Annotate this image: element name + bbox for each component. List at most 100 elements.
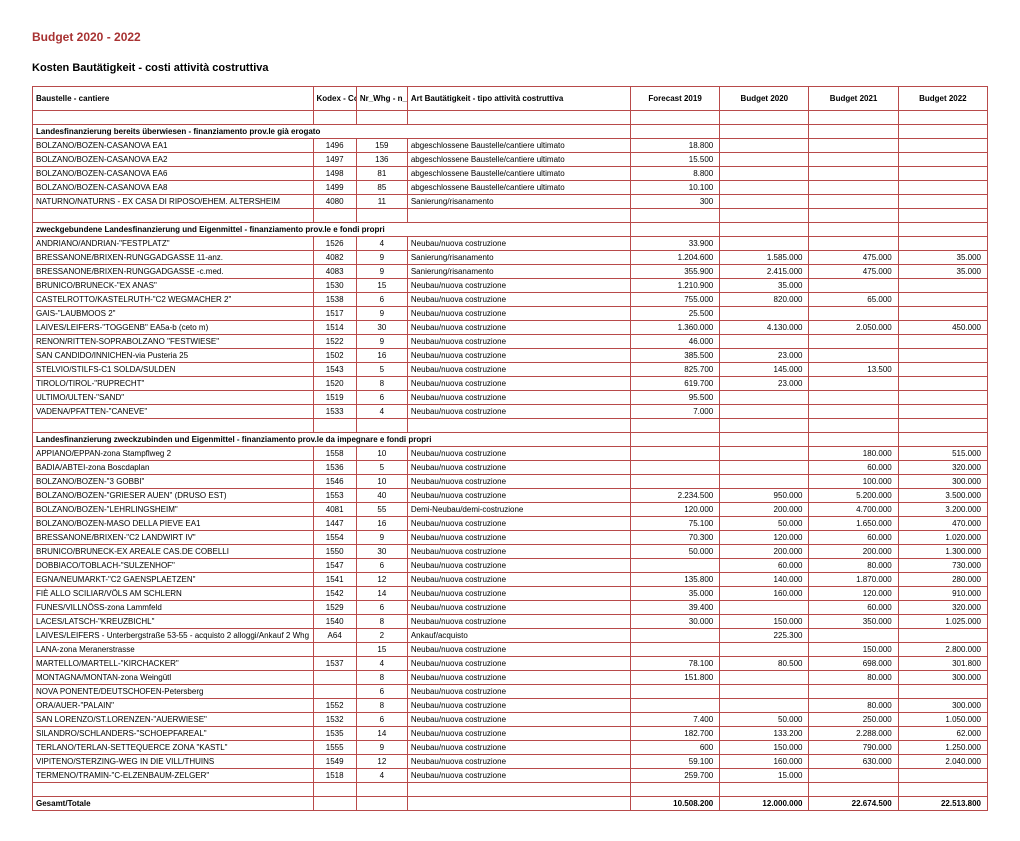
cell-art: Neubau/nuova costruzione [407, 671, 630, 685]
blank-row [33, 209, 988, 223]
cell-kodex: 1447 [313, 517, 356, 531]
cell-kodex: 1517 [313, 307, 356, 321]
cell-b2022: 62.000 [898, 727, 987, 741]
cell-kodex: 1502 [313, 349, 356, 363]
table-row: LACES/LATSCH-"KREUZBICHL"15408Neubau/nuo… [33, 615, 988, 629]
cell-b2022 [898, 293, 987, 307]
cell-b2022 [898, 181, 987, 195]
cell-b2022 [898, 349, 987, 363]
cell-b2022: 300.000 [898, 475, 987, 489]
cell-art: abgeschlossene Baustelle/cantiere ultima… [407, 167, 630, 181]
cell-b2021: 60.000 [809, 531, 898, 545]
cell-kodex: 1497 [313, 153, 356, 167]
table-row: BOLZANO/BOZEN-CASANOVA EA8149985abgeschl… [33, 181, 988, 195]
cell-kodex: 1529 [313, 601, 356, 615]
cell-forecast: 300 [630, 195, 719, 209]
table-row: ORA/AUER-"PALAIN"15528Neubau/nuova costr… [33, 699, 988, 713]
cell-site: MONTAGNA/MONTAN-zona Weingütl [33, 671, 314, 685]
cell-nrwhg: 8 [356, 699, 407, 713]
cell-kodex [313, 671, 356, 685]
cell-art: Neubau/nuova costruzione [407, 321, 630, 335]
cell-b2020 [720, 601, 809, 615]
cell-b2020 [720, 405, 809, 419]
cell-nrwhg: 10 [356, 447, 407, 461]
col-site: Baustelle - cantiere [33, 87, 314, 111]
table-row: ULTIMO/ULTEN-"SAND"15196Neubau/nuova cos… [33, 391, 988, 405]
cell-art: Neubau/nuova costruzione [407, 685, 630, 699]
cell-b2021: 790.000 [809, 741, 898, 755]
section-heading-row: zweckgebundene Landesfinanzierung und Ei… [33, 223, 988, 237]
cell-forecast: 7.000 [630, 405, 719, 419]
cell-art: Neubau/nuova costruzione [407, 713, 630, 727]
cell-forecast: 120.000 [630, 503, 719, 517]
table-row: BRESSANONE/BRIXEN-"C2 LANDWIRT IV"15549N… [33, 531, 988, 545]
cell-b2022: 450.000 [898, 321, 987, 335]
cell-nrwhg: 4 [356, 769, 407, 783]
cell-kodex: 1520 [313, 377, 356, 391]
cell-b2020: 23.000 [720, 349, 809, 363]
cell-b2020: 140.000 [720, 573, 809, 587]
cell-kodex: 1553 [313, 489, 356, 503]
cell-b2020: 820.000 [720, 293, 809, 307]
cell-art: Neubau/nuova costruzione [407, 349, 630, 363]
table-header-row: Baustelle - cantiere Kodex - Codice Nr_W… [33, 87, 988, 111]
cell-art: Neubau/nuova costruzione [407, 657, 630, 671]
cell-b2022: 470.000 [898, 517, 987, 531]
cell-kodex: 4082 [313, 251, 356, 265]
cell-art: Neubau/nuova costruzione [407, 279, 630, 293]
cell-b2022 [898, 195, 987, 209]
cell-nrwhg: 9 [356, 265, 407, 279]
cell-b2021: 150.000 [809, 643, 898, 657]
cell-forecast: 78.100 [630, 657, 719, 671]
cell-kodex: 4083 [313, 265, 356, 279]
cell-b2020: 80.500 [720, 657, 809, 671]
cell-b2020: 50.000 [720, 517, 809, 531]
cell-nrwhg: 85 [356, 181, 407, 195]
cell-b2020 [720, 181, 809, 195]
cell-b2020: 15.000 [720, 769, 809, 783]
cell-nrwhg: 6 [356, 713, 407, 727]
cell-b2022 [898, 237, 987, 251]
cell-art: Ankauf/acquisto [407, 629, 630, 643]
cell-forecast: 95.500 [630, 391, 719, 405]
cell-art: abgeschlossene Baustelle/cantiere ultima… [407, 181, 630, 195]
cell-art: Sanierung/risanamento [407, 195, 630, 209]
cell-nrwhg: 6 [356, 391, 407, 405]
cell-art: abgeschlossene Baustelle/cantiere ultima… [407, 139, 630, 153]
cell-site: GAIS-"LAUBMOOS 2" [33, 307, 314, 321]
cell-b2022: 320.000 [898, 601, 987, 615]
table-row: FIÈ ALLO SCILIAR/VÖLS AM SCHLERN154214Ne… [33, 587, 988, 601]
cell-b2021: 200.000 [809, 545, 898, 559]
cell-nrwhg: 5 [356, 363, 407, 377]
cell-b2020 [720, 475, 809, 489]
table-row: VADENA/PFATTEN-"CANEVE"15334Neubau/nuova… [33, 405, 988, 419]
cell-b2021: 13.500 [809, 363, 898, 377]
cell-kodex: 1526 [313, 237, 356, 251]
cell-forecast: 600 [630, 741, 719, 755]
cell-b2022 [898, 139, 987, 153]
cell-b2020 [720, 391, 809, 405]
cell-site: TERLANO/TERLAN-SETTEQUERCE ZONA "KASTL" [33, 741, 314, 755]
cell-site: SAN LORENZO/ST.LORENZEN-"AUERWIESE" [33, 713, 314, 727]
cell-forecast: 35.000 [630, 587, 719, 601]
cell-nrwhg: 30 [356, 545, 407, 559]
cell-b2022: 1.050.000 [898, 713, 987, 727]
cell-site: BOLZANO/BOZEN-CASANOVA EA6 [33, 167, 314, 181]
cell-nrwhg: 4 [356, 657, 407, 671]
cell-b2022 [898, 307, 987, 321]
cell-kodex: 1536 [313, 461, 356, 475]
cell-forecast [630, 685, 719, 699]
cell-site: TERMENO/TRAMIN-"C-ELZENBAUM-ZELGER" [33, 769, 314, 783]
cell-b2020: 950.000 [720, 489, 809, 503]
cell-site: FUNES/VILLNÖSS-zona Lammfeld [33, 601, 314, 615]
cell-forecast: 18.800 [630, 139, 719, 153]
col-forecast: Forecast 2019 [630, 87, 719, 111]
cell-b2020 [720, 643, 809, 657]
cell-b2021 [809, 181, 898, 195]
col-art: Art Bautätigkeit - tipo attività costrut… [407, 87, 630, 111]
cell-art: Neubau/nuova costruzione [407, 601, 630, 615]
cell-forecast: 10.100 [630, 181, 719, 195]
cell-kodex: 1546 [313, 475, 356, 489]
cell-b2021: 1.650.000 [809, 517, 898, 531]
cell-art: Neubau/nuova costruzione [407, 293, 630, 307]
